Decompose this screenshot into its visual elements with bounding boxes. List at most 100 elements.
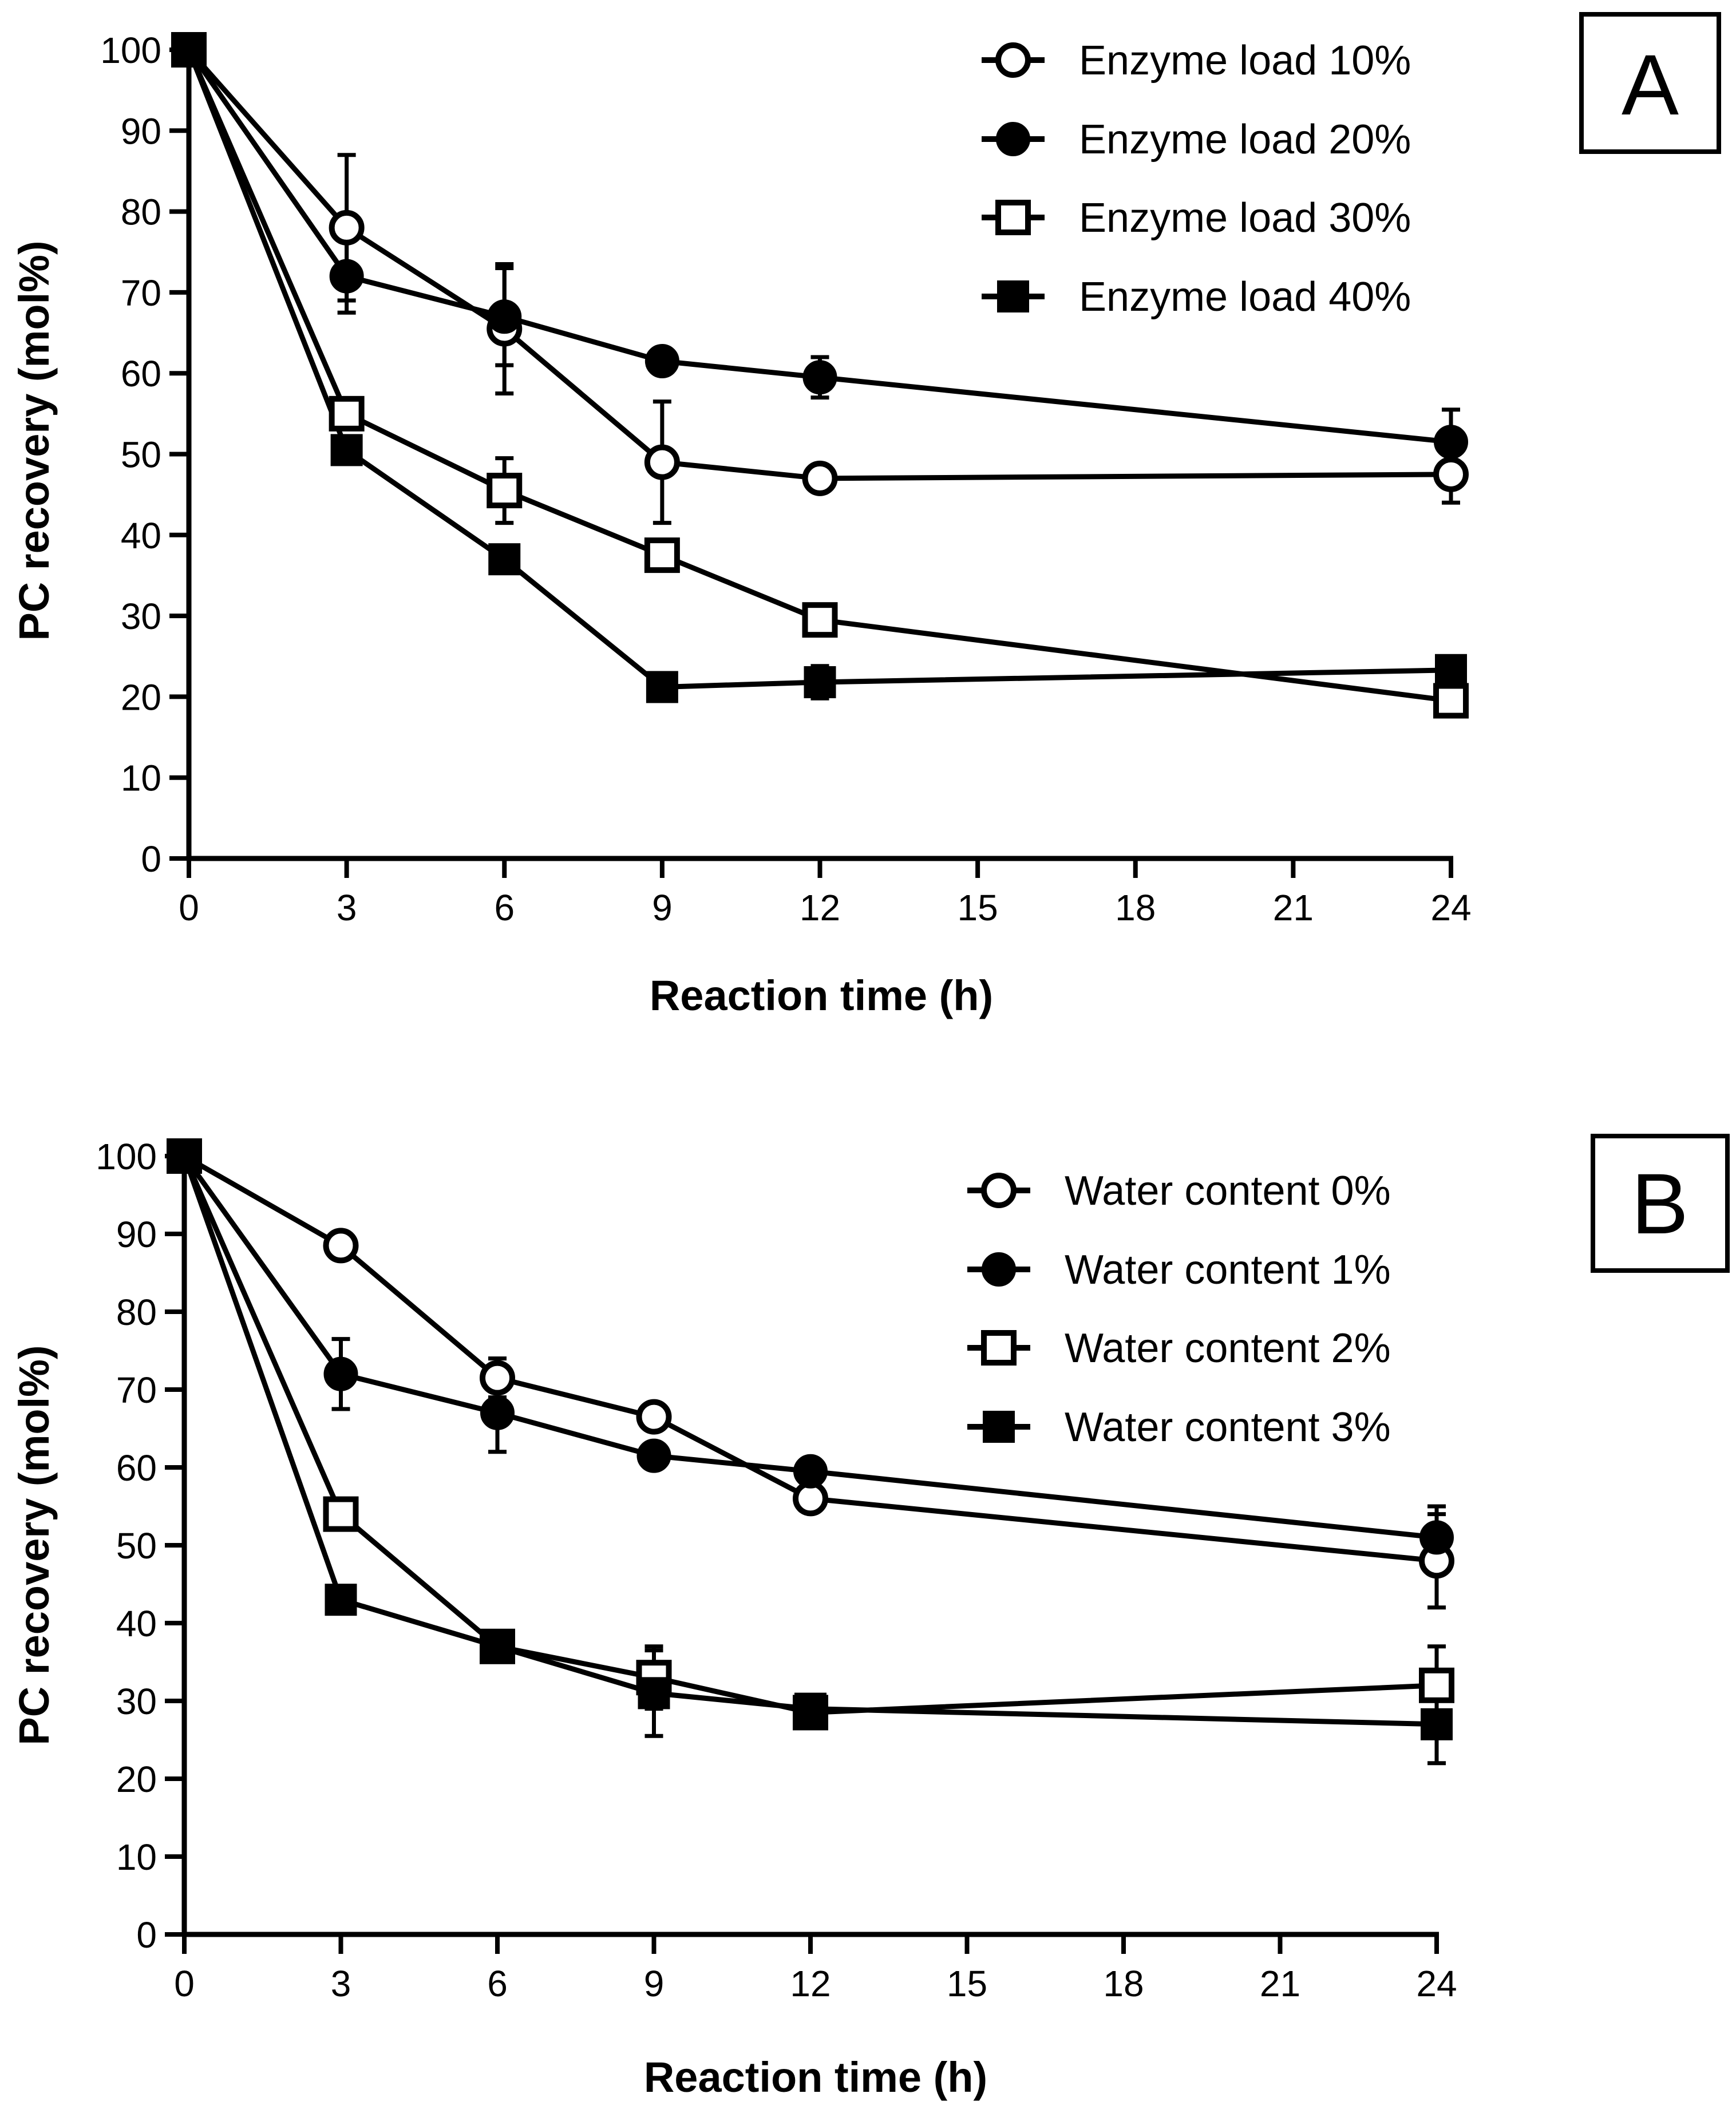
panel-b-legend-marker-filled-square [983, 1411, 1015, 1443]
panel-b-x-tick-label: 0 [174, 1963, 195, 2004]
panel-a-legend-label-2: Enzyme load 20% [1079, 117, 1411, 163]
panel-b-x-tick-label: 12 [790, 1963, 831, 2004]
panel-b-legend-marker-filled-circle [982, 1252, 1016, 1287]
panel-b-series-line-water-content-3 [181, 1155, 1437, 1727]
panel-b-series-line-water-content-1 [182, 1154, 1437, 1540]
panel-b-y-tick-label: 0 [136, 1914, 157, 1956]
panel-a-point-enzyme-load-20 [802, 360, 837, 395]
panel-a-legend-item-1: Enzyme load 10% [982, 38, 1411, 84]
panel-b-y-tick-label: 100 [96, 1136, 157, 1177]
panel-b-x-tick-label: 6 [487, 1963, 508, 2004]
panel-b-letter: B [1631, 1156, 1688, 1252]
panel-a-point-enzyme-load-10 [329, 209, 365, 246]
panel-b-legend-label-3: Water content 2% [1065, 1325, 1391, 1371]
panel-a-legend-marker-filled-circle [996, 122, 1030, 156]
panel-a-series-line-enzyme-load-20 [187, 48, 1452, 445]
panel-b-x-tick-label: 3 [331, 1963, 351, 2004]
panel-a: 0 10 20 30 40 50 60 70 80 90 100 0 3 6 9 12 15 18 21 24 Rea… [10, 12, 1721, 1019]
panel-b-legend: Water content 0% Water content 1% Water … [967, 1168, 1391, 1450]
panel-b-point-water-content-3 [481, 1630, 513, 1663]
panel-a-x-tick-label: 24 [1430, 887, 1471, 928]
panel-b-legend-item-3: Water content 2% [967, 1325, 1391, 1371]
panel-a-point-enzyme-load-40 [330, 434, 363, 466]
panel-a-point-enzyme-load-20 [644, 344, 679, 379]
panel-b-legend-label-1: Water content 0% [1065, 1168, 1391, 1214]
panel-b-point-water-content-1 [323, 1356, 358, 1391]
panel-b-legend-item-4: Water content 3% [967, 1404, 1391, 1450]
panel-b-point-water-content-3 [325, 1584, 357, 1616]
panel-a-point-enzyme-load-40 [173, 34, 205, 66]
panel-a-point-enzyme-load-10 [644, 444, 680, 480]
panel-b-y-tick-label: 50 [116, 1525, 157, 1566]
panel-a-y-tick-label: 90 [121, 110, 161, 152]
panel-a-y-tick-label: 60 [121, 353, 161, 394]
panel-a-series-line-enzyme-load-10 [187, 48, 1452, 481]
panel-a-point-enzyme-load-40 [646, 671, 678, 703]
panel-a-point-enzyme-load-20 [1434, 425, 1468, 460]
panel-a-lines [186, 48, 1452, 703]
panel-a-y-tick-label: 80 [121, 192, 161, 233]
panel-b-series-line-water-content-0 [183, 1154, 1437, 1564]
panel-b-legend-marker-open-circle [981, 1173, 1017, 1208]
panel-b-x-tick-label: 18 [1103, 1963, 1144, 2004]
panel-b-legend-item-2: Water content 1% [967, 1247, 1391, 1293]
panel-a-legend: Enzyme load 10% Enzyme load 20% Enzyme l… [982, 38, 1411, 320]
panel-b: 0 10 20 30 40 50 60 70 80 90 100 0 3 6 9 12 15 18 21 24 Rea… [10, 1134, 1730, 2101]
panel-a-point-enzyme-load-30 [1433, 683, 1469, 719]
panel-a-x-tick-label: 12 [800, 887, 840, 928]
panel-a-y-tick-label: 30 [121, 596, 161, 637]
panel-b-series-layer [167, 1138, 1454, 1766]
panel-a-y-tick-label: 0 [141, 838, 161, 880]
panel-a-y-tick-label: 20 [121, 676, 161, 718]
panel-b-point-water-content-1 [1419, 1520, 1454, 1555]
panel-a-legend-item-4: Enzyme load 40% [982, 274, 1411, 320]
panel-a-point-enzyme-load-30 [802, 602, 838, 638]
panel-b-letter-box: B [1591, 1134, 1730, 1273]
panel-b-axes: 0 10 20 30 40 50 60 70 80 90 100 0 3 6 9 12 15 18 21 24 [96, 1136, 1457, 2004]
panel-a-series-line-enzyme-load-30 [186, 49, 1452, 703]
panel-b-x-tick-label: 21 [1260, 1963, 1300, 2004]
panel-a-x-tick-label: 3 [337, 887, 357, 928]
panel-b-error-bars [331, 1236, 1446, 1766]
panel-b-series-line-water-content-2 [181, 1155, 1437, 1715]
panel-a-y-tick-label: 50 [121, 434, 161, 476]
panel-a-legend-marker-open-circle [995, 42, 1031, 78]
panel-a-legend-label-1: Enzyme load 10% [1079, 38, 1411, 84]
panel-a-legend-label-4: Enzyme load 40% [1079, 274, 1411, 320]
panel-a-x-tick-label: 6 [494, 887, 515, 928]
panel-a-x-tick-label: 18 [1115, 887, 1156, 928]
panel-a-y-axis-title: PC recovery (mol%) [10, 240, 58, 640]
panel-b-point-water-content-3 [168, 1140, 200, 1172]
panel-b-y-tick-label: 30 [116, 1681, 157, 1722]
panel-a-series-line-enzyme-load-40 [186, 49, 1452, 690]
panel-a-point-enzyme-load-30 [329, 395, 365, 432]
panel-b-x-axis-title: Reaction time (h) [644, 2053, 987, 2101]
panel-b-point-water-content-2 [1419, 1667, 1454, 1703]
panel-b-y-tick-label: 90 [116, 1214, 157, 1255]
panel-a-x-tick-label: 15 [958, 887, 998, 928]
panel-a-legend-marker-open-square [995, 200, 1031, 235]
panel-a-point-enzyme-load-20 [487, 299, 522, 334]
panel-a-x-axis-title: Reaction time (h) [650, 972, 993, 1019]
panel-a-x-tick-label: 9 [652, 887, 673, 928]
panel-a-point-enzyme-load-20 [329, 259, 364, 294]
panel-b-legend-item-1: Water content 0% [967, 1168, 1391, 1214]
panel-b-point-water-content-1 [480, 1395, 515, 1430]
panel-a-legend-item-3: Enzyme load 30% [982, 195, 1411, 241]
panel-a-y-tick-label: 10 [121, 758, 161, 799]
panel-a-y-tick-label: 100 [100, 30, 161, 71]
panel-b-y-tick-label: 60 [116, 1447, 157, 1489]
panel-a-y-tick-label: 40 [121, 515, 161, 556]
panel-b-y-tick-label: 80 [116, 1292, 157, 1333]
panel-a-point-enzyme-load-10 [802, 460, 838, 496]
panel-b-point-water-content-0 [636, 1399, 672, 1435]
panel-b-legend-label-4: Water content 3% [1065, 1404, 1391, 1450]
panel-a-x-tick-label: 21 [1273, 887, 1314, 928]
panel-a-legend-item-2: Enzyme load 20% [982, 117, 1411, 163]
panel-a-legend-marker-filled-square [997, 280, 1029, 312]
panel-b-markers [167, 1138, 1454, 1740]
panel-a-point-enzyme-load-30 [644, 537, 680, 573]
panel-b-y-tick-label: 10 [116, 1837, 157, 1878]
panel-b-point-water-content-1 [636, 1438, 671, 1473]
panel-b-y-tick-label: 20 [116, 1759, 157, 1800]
